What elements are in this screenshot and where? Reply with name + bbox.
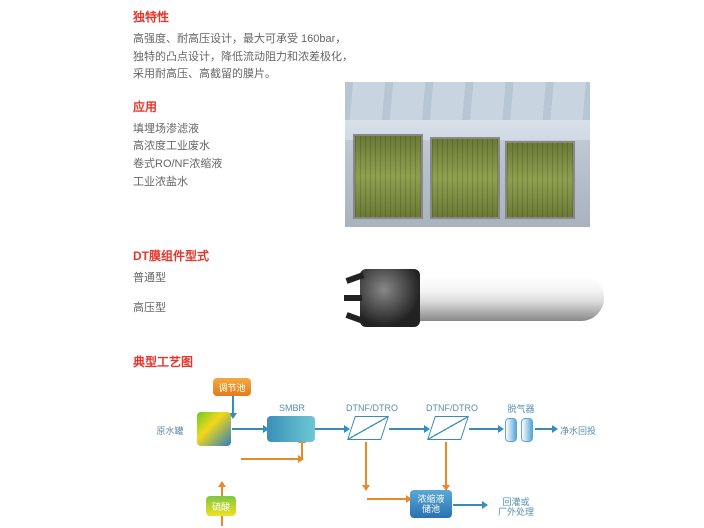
section-uniqueness: 独特性 高强度、耐高压设计，最大可承受 160bar， 独特的凸点设计，降低流动… <box>133 8 704 84</box>
process-membrane-unit <box>427 416 469 440</box>
flow-arrow <box>445 442 447 486</box>
heading-process: 典型工艺图 <box>133 353 704 370</box>
heading-uniqueness: 独特性 <box>133 8 704 25</box>
section-process: 典型工艺图 调节池原水罐 SMBR DTNF/DTRO DTNF/DTRO 脱气器净水回… <box>133 353 704 528</box>
node-huiguan: 回灌或 厂外处理 <box>489 494 543 520</box>
node-tuoqi_lbl: 脱气器 <box>503 402 539 414</box>
node-tiaojie: 调节池 <box>213 378 251 396</box>
node-jingshui: 净水回投 <box>557 422 599 438</box>
flow-arrow <box>365 442 367 486</box>
node-dtnf1_lbl: DTNF/DTRO <box>341 402 403 414</box>
node-yuanshui: 原水罐 <box>151 422 189 438</box>
image-dt-module <box>330 245 610 355</box>
image-industrial-plant <box>345 82 590 227</box>
process-membrane-unit <box>347 416 389 440</box>
node-tuoqi2 <box>521 418 533 442</box>
flow-arrow <box>232 396 234 414</box>
flow-arrow <box>315 428 345 430</box>
process-flow-diagram: 调节池原水罐 SMBR DTNF/DTRO DTNF/DTRO 脱气器净水回投硫酸 浓缩液… <box>133 378 603 528</box>
flow-arrow <box>367 498 407 500</box>
node-dtnf2_lbl: DTNF/DTRO <box>421 402 483 414</box>
node-smbr <box>267 416 315 442</box>
flow-arrow <box>301 442 303 460</box>
node-nongsuo: 浓缩液 储池 <box>410 490 452 518</box>
flow-arrow <box>535 428 553 430</box>
node-smbr_lbl: SMBR <box>272 402 312 414</box>
uniqueness-line-1: 独特的凸点设计，降低流动阻力和浓差极化， <box>133 49 704 67</box>
flow-arrow <box>469 428 499 430</box>
node-liusuan: 硫酸 <box>206 496 236 516</box>
flow-arrow <box>389 428 425 430</box>
uniqueness-line-0: 高强度、耐高压设计，最大可承受 160bar， <box>133 31 704 49</box>
node-tuoqi <box>505 418 517 442</box>
flow-arrow <box>453 504 483 506</box>
node-tank <box>197 412 231 446</box>
flow-arrow <box>241 458 299 460</box>
flow-arrow <box>232 428 264 430</box>
